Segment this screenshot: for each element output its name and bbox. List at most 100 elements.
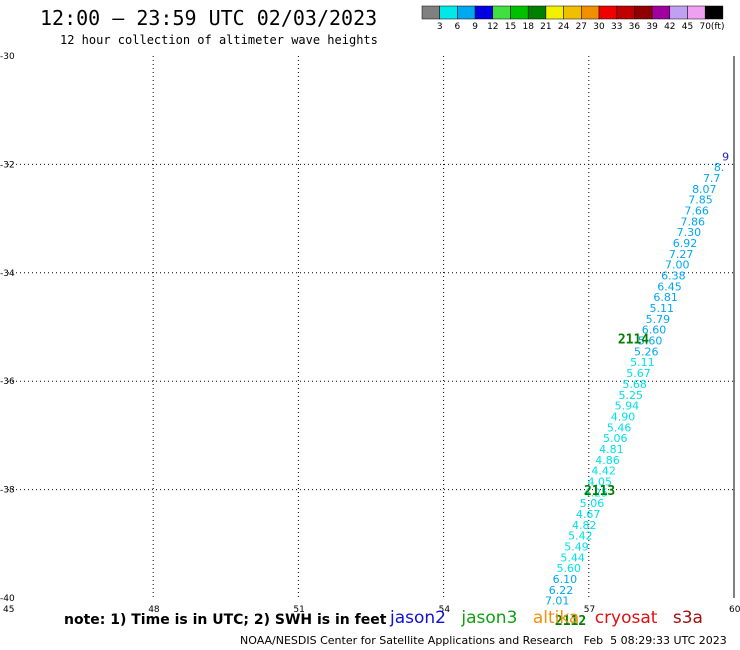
wave-height-label: 4.42	[591, 465, 616, 478]
colorbar-label: 39	[646, 22, 658, 32]
wave-height-label: 5.46	[607, 421, 632, 434]
colorbar-swatch	[704, 5, 724, 20]
wave-height-label: 7.30	[677, 226, 702, 239]
wave-height-label: 5.42	[568, 530, 593, 543]
colorbar-label: 24	[558, 22, 570, 32]
wave-height-label: 5.68	[622, 378, 647, 391]
wave-height-label: 7.66	[684, 204, 709, 217]
wave-height-label: 7.85	[688, 194, 713, 207]
colorbar-swatch	[669, 5, 688, 20]
wave-height-label: 6.81	[653, 291, 678, 304]
x-tick-label: 51	[293, 605, 304, 615]
colorbar-unit: (ft)	[711, 22, 725, 32]
wave-height-label: 5.49	[564, 541, 589, 554]
x-tick-label: 48	[148, 605, 160, 615]
chart-title: 12:00 – 23:59 UTC 02/03/2023	[40, 6, 378, 30]
wave-height-label: 5.60	[557, 562, 582, 575]
wave-height-label: 4.82	[572, 519, 597, 532]
note-text: note: 1) Time is in UTC; 2) SWH is in fe…	[64, 612, 387, 628]
colorbar-swatch	[492, 5, 511, 20]
colorbar-swatch	[439, 5, 458, 20]
chart-subtitle: 12 hour collection of altimeter wave hei…	[60, 33, 378, 47]
legend-cryosat: cryosat	[594, 608, 658, 628]
colorbar-swatch	[421, 5, 440, 20]
pass-number-label: 2112	[555, 614, 586, 629]
colorbar-swatch	[581, 5, 600, 20]
wave-height-label: 7.01	[545, 595, 570, 608]
wave-height-label: 6.10	[553, 573, 578, 586]
wave-height-label: 6.38	[661, 270, 686, 283]
x-tick-label: 57	[584, 605, 595, 615]
colorbar-swatch	[527, 5, 547, 20]
wave-height-label: 7.00	[665, 259, 690, 272]
wave-height-label: 6.60	[642, 324, 667, 337]
colorbar-swatch	[634, 5, 653, 20]
colorbar-label: 27	[576, 22, 587, 32]
wave-height-label: 4.86	[595, 454, 620, 467]
colorbar-swatch	[687, 5, 706, 20]
wave-height-label: 4.67	[576, 508, 601, 521]
wave-height-label: 6.92	[673, 237, 698, 250]
legend-jason2: jason2	[390, 608, 446, 628]
wave-height-label: 5.11	[630, 356, 655, 369]
colorbar-label: 21	[540, 22, 551, 32]
colorbar-swatch	[563, 5, 582, 20]
colorbar-swatch	[651, 5, 671, 20]
wave-height-label: 5.60	[638, 335, 663, 348]
colorbar-label: 30	[593, 22, 605, 32]
x-tick-label: 54	[439, 605, 451, 615]
colorbar-label: 36	[629, 22, 641, 32]
colorbar-label: 9	[472, 22, 478, 32]
satellite-legend: jason2 jason3 altika cryosat s3a	[390, 608, 713, 628]
y-tick-label: -38	[0, 486, 15, 496]
wave-height-label: 6.45	[657, 280, 682, 293]
legend-altika: altika	[532, 608, 580, 628]
colorbar-swatch	[598, 5, 617, 20]
colorbar-swatch	[616, 5, 635, 20]
wave-height-label: 5.06	[580, 497, 605, 510]
wave-height-label: 4.90	[611, 410, 636, 423]
x-tick-label: 45	[3, 605, 14, 615]
wave-height-label: 4.05	[588, 475, 613, 488]
wave-height-label: 7.86	[680, 215, 705, 228]
legend-s3a: s3a	[672, 608, 703, 628]
wave-height-label: 9	[722, 150, 729, 163]
footer-credit: NOAA/NESDIS Center for Satellite Applica…	[240, 634, 727, 647]
wave-height-label: 8.07	[692, 183, 717, 196]
colorbar-swatch	[457, 5, 476, 20]
colorbar-swatch	[510, 5, 529, 20]
wave-height-label: 5.26	[634, 345, 659, 358]
colorbar-swatch	[474, 5, 494, 20]
wave-height-label: 7.27	[669, 248, 694, 261]
wave-height-label: 5.79	[646, 313, 671, 326]
wave-height-label: 6.22	[549, 584, 574, 597]
colorbar-label: 15	[505, 22, 516, 32]
pass-number-label: 2113	[584, 484, 615, 499]
wave-height-label: 5.44	[560, 551, 585, 564]
legend-jason3: jason3	[461, 608, 518, 628]
y-tick-label: -34	[0, 269, 15, 279]
colorbar-label: 33	[611, 22, 622, 32]
pass-number-label: 2114	[618, 332, 649, 347]
wave-height-label: 5.11	[649, 302, 674, 315]
y-tick-label: -32	[0, 160, 15, 170]
wave-height-label: 4.81	[599, 443, 624, 456]
colorbar-label: 12	[487, 22, 498, 32]
wave-height-label: 5.25	[619, 389, 644, 402]
colorbar-label: 18	[522, 22, 534, 32]
wave-height-label: 7.7	[703, 172, 721, 185]
colorbar-swatch	[545, 5, 564, 20]
colorbar-label: 45	[682, 22, 693, 32]
wave-height-label: 4.25	[584, 486, 609, 499]
wave-height-label: 5.67	[626, 367, 651, 380]
wave-height-label: 5.94	[615, 400, 640, 413]
colorbar-label: 6	[455, 22, 461, 32]
wave-height-label: 5.06	[603, 432, 628, 445]
colorbar-label: 3	[437, 22, 443, 32]
wave-height-label: 8.	[714, 161, 725, 174]
y-tick-label: -30	[0, 52, 15, 62]
colorbar-label: 42	[664, 22, 675, 32]
y-tick-label: -40	[0, 594, 15, 604]
y-tick-label: -36	[0, 377, 15, 387]
